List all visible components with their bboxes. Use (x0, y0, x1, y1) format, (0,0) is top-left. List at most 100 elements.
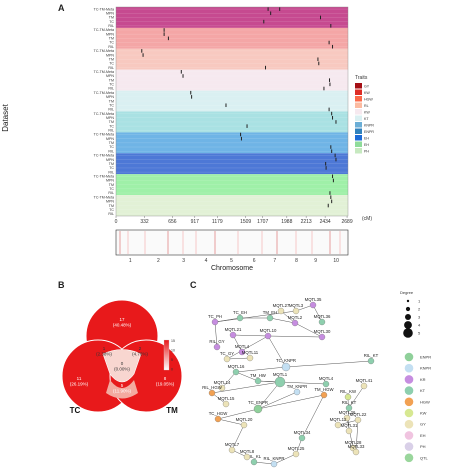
network-node (352, 448, 360, 456)
qtl-tick (190, 90, 192, 95)
network-node-label: MQTL12 (330, 417, 347, 422)
band-gy (116, 7, 348, 28)
network-node-label: TM_EH (263, 310, 278, 315)
network-edge (257, 381, 281, 410)
network-edge (348, 385, 365, 409)
x-tick-label: 1988 (281, 219, 292, 225)
network-edge (269, 317, 296, 324)
network-node-label: RIL_KL (247, 454, 262, 459)
band-eh (116, 174, 348, 196)
row-label: MPN (106, 137, 114, 141)
network-node (211, 318, 219, 326)
row-label: TM (109, 37, 114, 41)
qtl-tick (180, 70, 182, 74)
network-node (298, 434, 306, 442)
row-label: RIL (108, 149, 114, 153)
qtl-tick (334, 153, 336, 158)
trait-legend-label: GY (420, 422, 426, 427)
row-label: TC-TM-Meta (94, 91, 114, 95)
colorbar-tick-label: 0 (171, 368, 173, 372)
qtl-tick (263, 19, 265, 24)
chromosome-label: 8 (295, 258, 298, 264)
network-node-label: MQTL35 (305, 297, 322, 302)
network-edge (211, 381, 281, 394)
network-node (270, 460, 278, 468)
trait-legend-label: QTL (420, 455, 429, 460)
network-edge (226, 335, 269, 360)
network-node (292, 307, 300, 315)
trait-legend-dot (404, 408, 414, 418)
network-edge (337, 419, 359, 426)
row-label: TM (109, 57, 114, 61)
network-node-label: MQTL20 (236, 417, 253, 422)
network-node (334, 421, 342, 429)
network-node-label: MQTL27 (273, 303, 290, 308)
panel-label-b: B (58, 280, 65, 290)
trait-legend-dot (404, 453, 414, 463)
qtl-tick (332, 178, 334, 183)
qtl-tick (330, 24, 332, 28)
row-label: TC-TM-Meta (94, 174, 114, 178)
trait-legend-dot (404, 363, 414, 373)
venn-count: 5 (121, 383, 124, 388)
network-edge (312, 304, 323, 323)
network-node-label: MQTL30 (314, 329, 331, 334)
network-node (354, 416, 362, 424)
row-label: TM (109, 141, 114, 145)
network-node (243, 453, 251, 461)
degree-legend-label: 4 (418, 323, 421, 328)
row-label: TC (109, 103, 114, 107)
traits-legend-swatch (355, 135, 362, 141)
network-node (213, 343, 221, 351)
network-node-label: RIL_HGW (202, 385, 223, 390)
row-label: MPN (106, 200, 114, 204)
network-node (218, 384, 226, 392)
venn-pct: (19.05%) (156, 382, 175, 387)
band-kt (116, 111, 348, 133)
trait-legend-dot (404, 431, 414, 440)
network-edge (301, 394, 325, 439)
qtl-tick (331, 111, 333, 116)
network-node-label: MQTL3 (289, 303, 304, 308)
network-edge (257, 394, 325, 410)
qtl-tick (330, 145, 332, 149)
row-label: TC-TM-Meta (94, 49, 114, 53)
network-node (214, 415, 222, 423)
traits-legend-label: GY (364, 84, 370, 88)
row-label: MPN (106, 158, 114, 162)
network-node-label: MQTL4 (319, 376, 334, 381)
network-node (232, 368, 240, 376)
chromosome-label: 7 (273, 258, 276, 264)
band-hgw (116, 48, 348, 70)
network-node-label: TC_PH (208, 314, 222, 319)
network-node (322, 380, 330, 388)
x-tick-label: 1179 (212, 219, 223, 225)
x-tick-label: 2434 (320, 219, 331, 225)
x-tick-label: 917 (191, 219, 200, 225)
traits-legend-swatch (355, 115, 362, 121)
network-node (320, 391, 328, 399)
row-label: TC (109, 62, 114, 66)
qtl-tick (191, 95, 193, 99)
qtl-tick (329, 78, 331, 82)
network-node-label: MQTL4 (235, 344, 250, 349)
network-node-label: MQTL21 (225, 327, 242, 332)
qtl-tick (141, 49, 143, 53)
network-node (343, 414, 351, 422)
network-node-label: TM_HW (250, 373, 267, 378)
network-node (208, 389, 216, 397)
network-node (238, 348, 246, 356)
venn-count: 17 (119, 317, 125, 322)
chromosome-label: 10 (333, 258, 339, 264)
qtl-tick (329, 191, 331, 195)
colorbar-tick-label: 10 (171, 349, 175, 353)
network-edge (347, 396, 350, 432)
venn-count: 2 (139, 346, 142, 351)
network-edge (257, 391, 298, 410)
row-label: TM (109, 204, 114, 208)
network-node (367, 357, 375, 365)
panel-a-heatmap: TC-TM-MetaMPNTMTCRILTC-TM-MetaMPNTMTCRIL… (94, 6, 374, 264)
row-label: TM (109, 78, 114, 82)
